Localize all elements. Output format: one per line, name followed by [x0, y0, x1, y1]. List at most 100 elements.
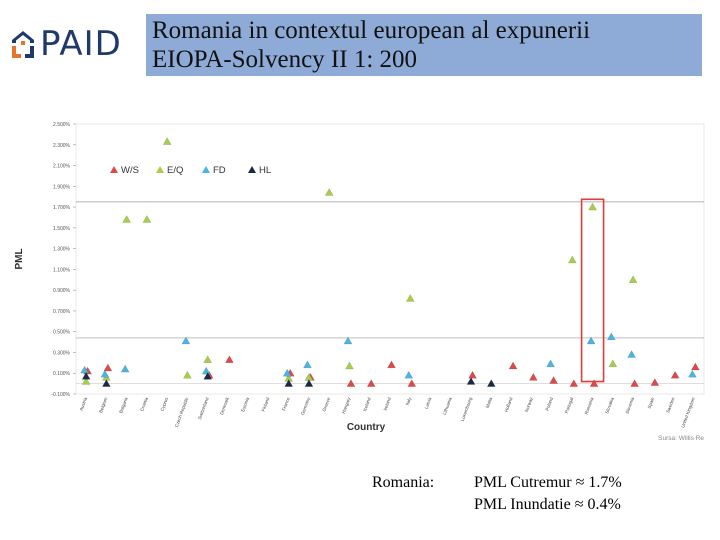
- marker-fd-belgium: [100, 369, 110, 378]
- x-tick-label: Austria: [79, 396, 89, 411]
- logo-text: PAID: [40, 24, 122, 64]
- x-tick-label: Germany: [300, 396, 311, 416]
- legend-label: FD: [213, 165, 226, 176]
- legend-marker-fd: [202, 166, 210, 173]
- legend-marker-eq: [156, 166, 164, 173]
- marker-ws-united-kingdom: [691, 362, 700, 371]
- marker-fd-france: [282, 368, 292, 377]
- y-tick-label: 1.900%: [53, 184, 71, 190]
- marker-fd-czech-republic: [181, 336, 191, 345]
- marker-hl-germany: [304, 379, 314, 387]
- marker-fd-united-kingdom: [688, 369, 697, 378]
- x-tick-label: Sweden: [665, 396, 675, 413]
- title-box: Romania in contextul european al expuner…: [146, 14, 702, 76]
- x-tick-label: Lithuania: [442, 396, 453, 415]
- marker-fd-romania: [586, 336, 596, 345]
- x-tick-label: Ireland: [383, 396, 393, 411]
- y-tick-label: 0.500%: [53, 330, 71, 336]
- x-tick-label: Czech Republic: [174, 396, 190, 428]
- x-tick-label: Belgium: [98, 396, 108, 413]
- x-tick-label: Malta: [485, 396, 494, 409]
- x-tick-label: Spain: [647, 396, 656, 409]
- x-tick-label: Greece: [321, 396, 331, 412]
- marker-hl-switzerland: [203, 371, 213, 380]
- x-tick-label: Denmark: [219, 396, 230, 416]
- y-tick-label: 1.500%: [53, 226, 71, 232]
- y-tick-label: 1.700%: [53, 205, 71, 211]
- x-tick-label: Romania: [584, 396, 595, 415]
- marker-eq-austria: [81, 377, 91, 385]
- approx-symbol: ≈: [575, 474, 585, 491]
- y-tick-label: 0.700%: [53, 309, 71, 315]
- marker-ws-iceland: [366, 379, 376, 387]
- pml-scatter-chart: -0.100% 0.100% 0.300% 0.500% 0.700% 0.900% 1.1…: [14, 122, 705, 442]
- marker-ws-italy: [407, 379, 417, 387]
- marker-fd-bulgaria: [120, 364, 130, 373]
- marker-ws-spain: [650, 378, 660, 386]
- legend-label: W/S: [121, 165, 139, 176]
- marker-ws-norway: [528, 372, 538, 381]
- marker-eq-bulgaria: [122, 215, 131, 223]
- approx-symbol: ≈: [574, 496, 584, 513]
- marker-eq-czech-republic: [183, 370, 192, 379]
- marker-eq-portugal: [567, 255, 577, 264]
- pml-flood-value: 0.4%: [587, 496, 621, 513]
- page-title-line-2: EIOPA-Solvency II 1: 200: [152, 46, 418, 73]
- x-tick-label: Norway: [524, 396, 534, 413]
- romania-highlight-box: [580, 198, 605, 383]
- marker-hl-france: [284, 379, 294, 387]
- marker-eq-switzerland: [203, 355, 213, 363]
- marker-ws-holland: [508, 361, 518, 370]
- x-axis-label: Country: [347, 422, 386, 433]
- marker-fd-slovenia: [627, 350, 636, 358]
- y-axis-label: PML: [14, 248, 25, 269]
- x-tick-label: Finland: [261, 396, 271, 412]
- x-tick-label: Holland: [504, 396, 514, 413]
- marker-ws-luxembourg: [468, 370, 477, 379]
- marker-eq-croatia: [142, 215, 152, 223]
- marker-hl-luxembourg: [466, 377, 476, 385]
- x-tick-label: United Kingdom: [680, 396, 696, 428]
- marker-ws-portugal: [569, 379, 579, 387]
- marker-eq-greece: [324, 188, 334, 196]
- x-tick-label: Italy: [405, 396, 413, 406]
- x-tick-label: Poland: [545, 396, 555, 411]
- y-tick-label: -0.100%: [51, 392, 70, 398]
- y-tick-label: 0.100%: [53, 371, 71, 377]
- marker-eq-slovakia: [608, 359, 618, 368]
- legend-marker-hl: [248, 166, 256, 173]
- footer-country-label: Romania:: [372, 474, 435, 491]
- legend-marker-ws: [110, 166, 118, 173]
- x-tick-label: Slovakia: [604, 396, 615, 414]
- y-tick-label: 2.300%: [53, 143, 71, 149]
- x-tick-label: Cyprus: [160, 396, 170, 412]
- marker-ws-denmark: [225, 355, 234, 363]
- x-tick-label: Croatia: [139, 396, 149, 412]
- marker-fd-switzerland: [201, 366, 211, 375]
- pml-earthquake-value: 1.7%: [588, 474, 622, 491]
- plot-area: [75, 123, 705, 395]
- marker-fd-germany: [303, 360, 312, 369]
- x-tick-label: Latvia: [424, 396, 433, 409]
- marker-fd-slovakia: [606, 332, 616, 341]
- x-tick-label: Luxembourg: [460, 396, 473, 422]
- x-tick-label: Hungary: [341, 396, 352, 414]
- legend-label: E/Q: [167, 165, 183, 176]
- x-tick-label: Slovenia: [624, 396, 635, 414]
- house-logo-icon: [12, 31, 34, 58]
- marker-eq-cyprus: [162, 137, 172, 145]
- marker-ws-hungary: [346, 379, 356, 387]
- marker-eq-slovenia: [628, 275, 638, 283]
- y-tick-label: 0.300%: [53, 350, 71, 356]
- x-tick-label: Bulgaria: [118, 396, 129, 414]
- marker-ws-belgium: [103, 363, 113, 372]
- paid-logo: PAID: [10, 24, 122, 64]
- marker-hl-austria: [81, 371, 91, 380]
- footer-line-1: PML Cutremur ≈ 1.7%: [474, 474, 622, 492]
- x-tick-label: Portugal: [564, 397, 574, 414]
- x-tick-label: Estonia: [240, 396, 250, 412]
- marker-fd-austria: [80, 365, 89, 374]
- marker-ws-poland: [549, 376, 558, 384]
- marker-hl-malta: [486, 379, 496, 387]
- marker-ws-ireland: [387, 360, 396, 369]
